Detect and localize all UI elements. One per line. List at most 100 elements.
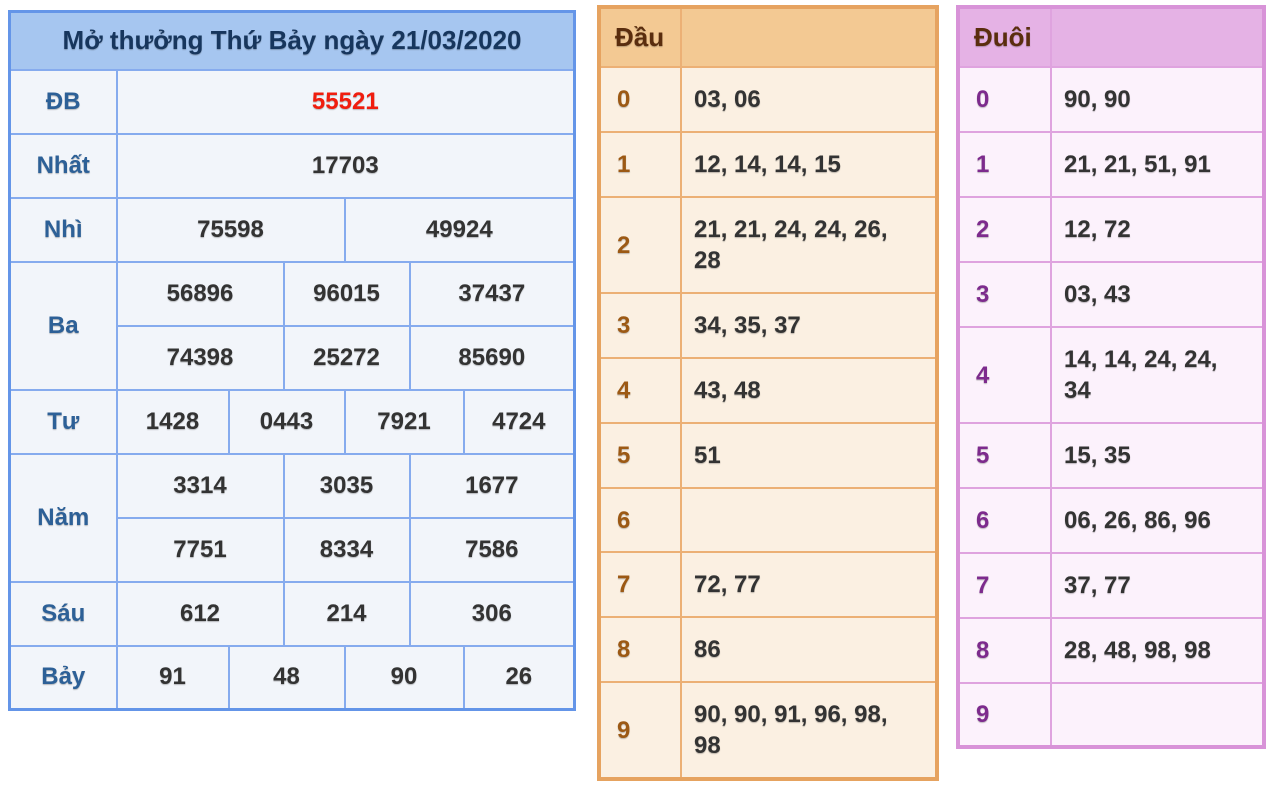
table-row: 6 06, 26, 86, 96 <box>957 487 1265 554</box>
table-row: 8 28, 48, 98, 98 <box>957 617 1265 684</box>
dau-digit-cell: 8 <box>598 616 682 683</box>
duoi-digit-cell: 2 <box>957 196 1052 263</box>
dau-header-cell: Đầu <box>598 6 682 68</box>
prize-value: 0443 <box>227 388 346 455</box>
table-row: Đuôi <box>957 6 1265 68</box>
prize-label-tu: Tư <box>8 388 118 455</box>
prize-results-table: Mở thưởng Thứ Bảy ngày 21/03/2020 ĐB 555… <box>8 10 577 711</box>
duoi-values-cell: 37, 77 <box>1050 552 1265 619</box>
duoi-values-cell: 03, 43 <box>1050 261 1265 328</box>
prize-value: 3035 <box>282 452 411 519</box>
dau-values-cell: 86 <box>680 616 938 683</box>
table-row: Năm 3314 3035 1677 <box>8 452 576 583</box>
duoi-header-empty-cell <box>1050 6 1265 68</box>
prize-value: 85690 <box>408 324 576 391</box>
table-row: 74398 25272 85690 <box>10 324 576 391</box>
dau-values-cell: 51 <box>680 422 938 489</box>
table-row: 5 51 <box>598 422 938 489</box>
dau-values-cell: 12, 14, 14, 15 <box>680 131 938 198</box>
prize-value: 7921 <box>343 388 465 455</box>
prize-value: 214 <box>282 580 411 647</box>
table-row: 2 21, 21, 24, 24, 26, 28 <box>598 196 938 294</box>
table-row: 4 43, 48 <box>598 357 938 424</box>
prize-value: 26 <box>462 644 576 711</box>
duoi-digit-cell: 6 <box>957 487 1052 554</box>
table-row: 7 37, 77 <box>957 552 1265 619</box>
dau-values-cell: 72, 77 <box>680 551 938 618</box>
prize-db-value: 55521 <box>115 68 576 135</box>
duoi-digit-cell: 5 <box>957 422 1052 489</box>
table-row: 4 14, 14, 24, 24, 34 <box>957 326 1265 424</box>
prize-value: 48 <box>227 644 346 711</box>
table-row: 6 <box>598 487 938 553</box>
table-row: 1 12, 14, 14, 15 <box>598 131 938 198</box>
duoi-values-cell <box>1050 682 1265 748</box>
dau-digit-cell: 0 <box>598 66 682 133</box>
dau-digit-cell: 5 <box>598 422 682 489</box>
dau-table: Đầu 0 03, 06 1 12, 14, 14, 15 2 21, 21, 24,… <box>597 5 939 781</box>
prize-value: 56896 <box>115 260 285 327</box>
table-row: Nhì 75598 49924 <box>8 196 576 263</box>
duoi-values-cell: 21, 21, 51, 91 <box>1050 131 1265 198</box>
dau-header-empty-cell <box>680 6 938 68</box>
duoi-digit-cell: 7 <box>957 552 1052 619</box>
prize-value: 8334 <box>282 516 411 583</box>
prize-label-ba: Ba <box>8 260 118 391</box>
table-row: 0 03, 06 <box>598 66 938 133</box>
table-row: Nhất 17703 <box>8 132 576 199</box>
table-row: 2 12, 72 <box>957 196 1265 263</box>
table-row: 3 03, 43 <box>957 261 1265 328</box>
duoi-values-cell: 12, 72 <box>1050 196 1265 263</box>
duoi-digit-cell: 0 <box>957 66 1052 133</box>
duoi-header-cell: Đuôi <box>957 6 1052 68</box>
table-row: ĐB 55521 <box>8 68 576 135</box>
table-row: 9 <box>957 682 1265 748</box>
prize-value: 1428 <box>115 388 230 455</box>
table-row: 7751 8334 7586 <box>10 516 576 583</box>
dau-values-cell: 21, 21, 24, 24, 26, 28 <box>680 196 938 294</box>
dau-digit-cell: 9 <box>598 681 682 780</box>
table-row: Bảy 91 48 90 26 <box>8 644 576 711</box>
prize-value: 49924 <box>343 196 576 263</box>
dau-values-cell: 90, 90, 91, 96, 98, 98 <box>680 681 938 780</box>
prize-value: 306 <box>408 580 576 647</box>
duoi-digit-cell: 4 <box>957 326 1052 424</box>
dau-values-cell: 03, 06 <box>680 66 938 133</box>
dau-digit-cell: 6 <box>598 487 682 553</box>
prize-value: 37437 <box>408 260 576 327</box>
prize-value: 74398 <box>115 324 285 391</box>
dau-digit-cell: 3 <box>598 292 682 359</box>
prize-label-db: ĐB <box>8 68 118 135</box>
prize-value: 7751 <box>115 516 285 583</box>
prize-value: 1677 <box>408 452 576 519</box>
duoi-values-cell: 14, 14, 24, 24, 34 <box>1050 326 1265 424</box>
dau-values-cell <box>680 487 938 553</box>
duoi-digit-cell: 8 <box>957 617 1052 684</box>
prize-value: 75598 <box>115 196 346 263</box>
dau-values-cell: 43, 48 <box>680 357 938 424</box>
duoi-digit-cell: 9 <box>957 682 1052 748</box>
table-row: 5 15, 35 <box>957 422 1265 489</box>
table-row: Mở thưởng Thứ Bảy ngày 21/03/2020 <box>8 10 576 71</box>
prize-value: 612 <box>115 580 285 647</box>
dau-digit-cell: 4 <box>598 357 682 424</box>
prize-value: 4724 <box>462 388 576 455</box>
duoi-digit-cell: 3 <box>957 261 1052 328</box>
table-row: 8 86 <box>598 616 938 683</box>
prize-value: 25272 <box>282 324 411 391</box>
duoi-table: Đuôi 0 90, 90 1 21, 21, 51, 91 2 12, 72 3 03… <box>956 5 1266 749</box>
table-row: 0 90, 90 <box>957 66 1265 133</box>
results-table-title: Mở thưởng Thứ Bảy ngày 21/03/2020 <box>8 10 576 71</box>
duoi-values-cell: 06, 26, 86, 96 <box>1050 487 1265 554</box>
duoi-values-cell: 15, 35 <box>1050 422 1265 489</box>
prize-label-nhat: Nhất <box>8 132 118 199</box>
prize-value: 96015 <box>282 260 411 327</box>
prize-value: 7586 <box>408 516 576 583</box>
dau-digit-cell: 1 <box>598 131 682 198</box>
prize-label-bay: Bảy <box>8 644 118 711</box>
prize-label-nam: Năm <box>8 452 118 583</box>
table-row: 1 21, 21, 51, 91 <box>957 131 1265 198</box>
dau-digit-cell: 2 <box>598 196 682 294</box>
prize-label-sau: Sáu <box>8 580 118 647</box>
table-row: 7 72, 77 <box>598 551 938 618</box>
